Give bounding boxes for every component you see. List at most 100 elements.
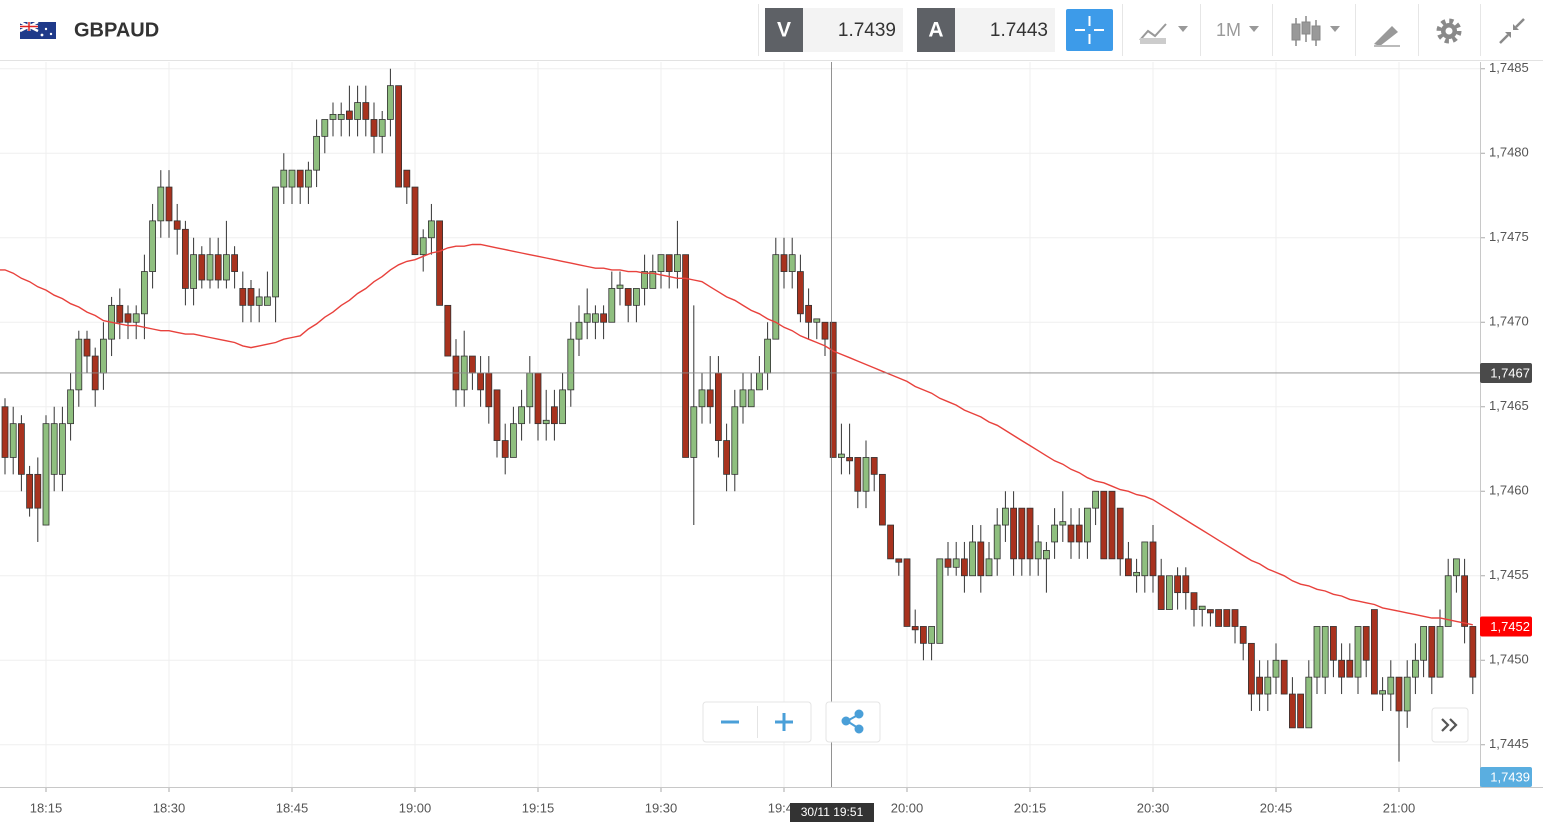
x-tick-label: 19:15	[522, 800, 555, 815]
collapse-button[interactable]	[1499, 18, 1525, 44]
candle-body	[239, 288, 247, 306]
y-tick-label: 1,7475	[1489, 229, 1529, 244]
y-tick-label: 1,7470	[1489, 314, 1529, 329]
candle-body	[395, 85, 403, 188]
candle-body	[1346, 659, 1354, 678]
x-tick-label: 20:00	[891, 800, 924, 815]
candle-body	[255, 296, 263, 306]
candle-body	[1198, 605, 1206, 610]
candle-body	[1379, 690, 1386, 695]
candle-body	[26, 473, 34, 509]
candle-body	[797, 271, 804, 315]
candle-body	[411, 186, 419, 256]
symbol: GBPAUD	[74, 19, 159, 41]
draw-button[interactable]	[1374, 26, 1400, 47]
bid-button[interactable]	[765, 8, 803, 52]
candle-body	[682, 254, 689, 458]
candle-body	[1092, 490, 1099, 509]
bid-box[interactable]	[803, 8, 903, 52]
candle-body	[222, 254, 230, 281]
candle-body	[1239, 626, 1247, 644]
candle-body	[583, 313, 591, 323]
candle-body	[1207, 609, 1214, 614]
candle-body	[313, 135, 321, 171]
candle-body	[444, 304, 452, 357]
candle-body	[1100, 490, 1108, 560]
candle-body	[263, 296, 271, 306]
candle-body	[772, 254, 780, 340]
candle-body	[575, 321, 583, 340]
share-button[interactable]	[825, 701, 881, 743]
ask-button[interactable]	[917, 8, 955, 52]
candle-body	[9, 423, 17, 458]
candle-body	[895, 558, 903, 563]
candle-body	[911, 626, 919, 631]
y-tick-label: 1,7455	[1489, 567, 1529, 582]
candle-body	[1149, 541, 1157, 577]
candle-body	[1305, 676, 1313, 729]
share-icon	[841, 709, 864, 734]
candle-body	[788, 254, 796, 272]
candle-body	[567, 338, 575, 391]
y-tick-label: 1,7445	[1489, 736, 1529, 751]
chart-type-button[interactable]	[1139, 23, 1188, 44]
candle-body	[1108, 490, 1116, 560]
bid-value: 1.7439	[838, 20, 896, 41]
x-tick-label: 18:30	[153, 800, 186, 815]
candle-body	[1075, 524, 1083, 543]
candle-body	[1002, 507, 1009, 526]
candle-body	[42, 423, 50, 526]
scroll-right-button[interactable]	[1431, 707, 1469, 743]
timeframe-button[interactable]: 1M	[1216, 20, 1259, 40]
candle-body	[1010, 507, 1017, 560]
candle-body	[961, 558, 968, 577]
settings-button[interactable]	[1436, 18, 1462, 44]
candle-body	[1354, 626, 1362, 678]
candle-body	[1141, 541, 1149, 577]
candle-body	[1371, 609, 1378, 695]
candle-body	[436, 220, 444, 306]
candle-body	[1084, 507, 1091, 543]
candle-body	[1248, 642, 1255, 695]
bid-price-tag-label: 1,7439	[1490, 769, 1530, 784]
candle-body	[1362, 626, 1370, 661]
crosshair-button[interactable]	[1066, 9, 1113, 51]
candle-body	[231, 254, 239, 272]
candle-body	[1387, 676, 1395, 695]
candle-body	[403, 169, 411, 188]
candle-body	[887, 524, 894, 560]
candle-body	[501, 440, 509, 458]
candle-body	[993, 524, 1001, 560]
candle-type-button[interactable]	[1291, 16, 1340, 46]
candle-body	[1116, 507, 1124, 560]
candle-body	[1461, 575, 1468, 627]
crosshair-price-tag	[1480, 362, 1532, 383]
candle-body	[100, 338, 107, 374]
candle-body	[534, 372, 542, 425]
candle-body	[1043, 550, 1050, 560]
candle-body	[641, 271, 648, 289]
candle-body	[1174, 575, 1181, 594]
candle-body	[1420, 626, 1427, 661]
candle-body	[1436, 626, 1444, 678]
candle-body	[526, 372, 534, 408]
candle-body	[1272, 659, 1280, 678]
candle-body	[723, 440, 730, 475]
candle-body	[493, 389, 501, 441]
candle-body	[559, 389, 566, 425]
candle-body	[633, 288, 640, 306]
candle-body	[1280, 659, 1288, 695]
candle-body	[1395, 676, 1403, 712]
candle-body	[756, 372, 763, 391]
candle-body	[1215, 609, 1222, 627]
candle-body	[1469, 626, 1477, 678]
candle-body	[624, 288, 632, 306]
candle-body	[34, 473, 42, 509]
bid-price-tag	[1480, 767, 1532, 787]
zoom-in[interactable]	[775, 713, 793, 731]
ask-box[interactable]	[955, 8, 1055, 52]
candle-body	[1, 406, 9, 458]
candle-body	[715, 372, 722, 441]
candle-body	[649, 271, 657, 289]
candle-body	[165, 186, 173, 222]
